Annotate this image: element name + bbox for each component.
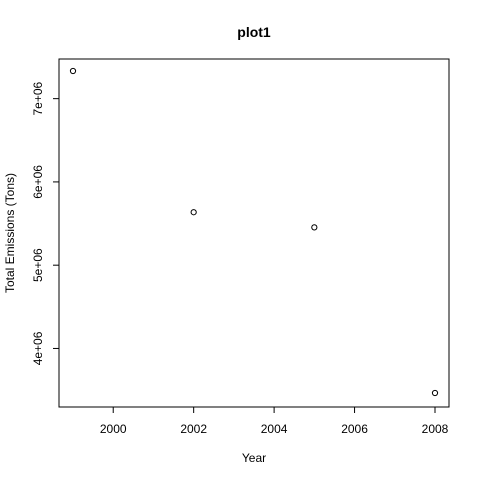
x-tick-label: 2000 (100, 422, 127, 436)
y-tick-label: 4e+06 (31, 331, 45, 365)
x-axis: 2000 2002 2004 2006 2008 (100, 407, 449, 436)
data-point (190, 209, 197, 216)
x-tick-label: 2006 (341, 422, 368, 436)
x-tick-label: 2008 (422, 422, 449, 436)
y-axis: 4e+06 5e+06 6e+06 7e+06 (31, 81, 59, 365)
y-tick-label: 5e+06 (31, 248, 45, 282)
x-tick-label: 2004 (261, 422, 288, 436)
data-point (311, 224, 318, 231)
data-point (69, 67, 77, 75)
data-point (431, 389, 439, 397)
x-tick-label: 2002 (180, 422, 207, 436)
data-points (69, 67, 439, 397)
x-axis-label: Year (242, 451, 266, 465)
y-tick-label: 7e+06 (31, 81, 45, 115)
chart-title: plot1 (237, 24, 271, 40)
y-tick-label: 6e+06 (31, 165, 45, 199)
y-axis-label: Total Emissions (Tons) (3, 173, 17, 293)
plot-area-frame (58, 58, 450, 408)
